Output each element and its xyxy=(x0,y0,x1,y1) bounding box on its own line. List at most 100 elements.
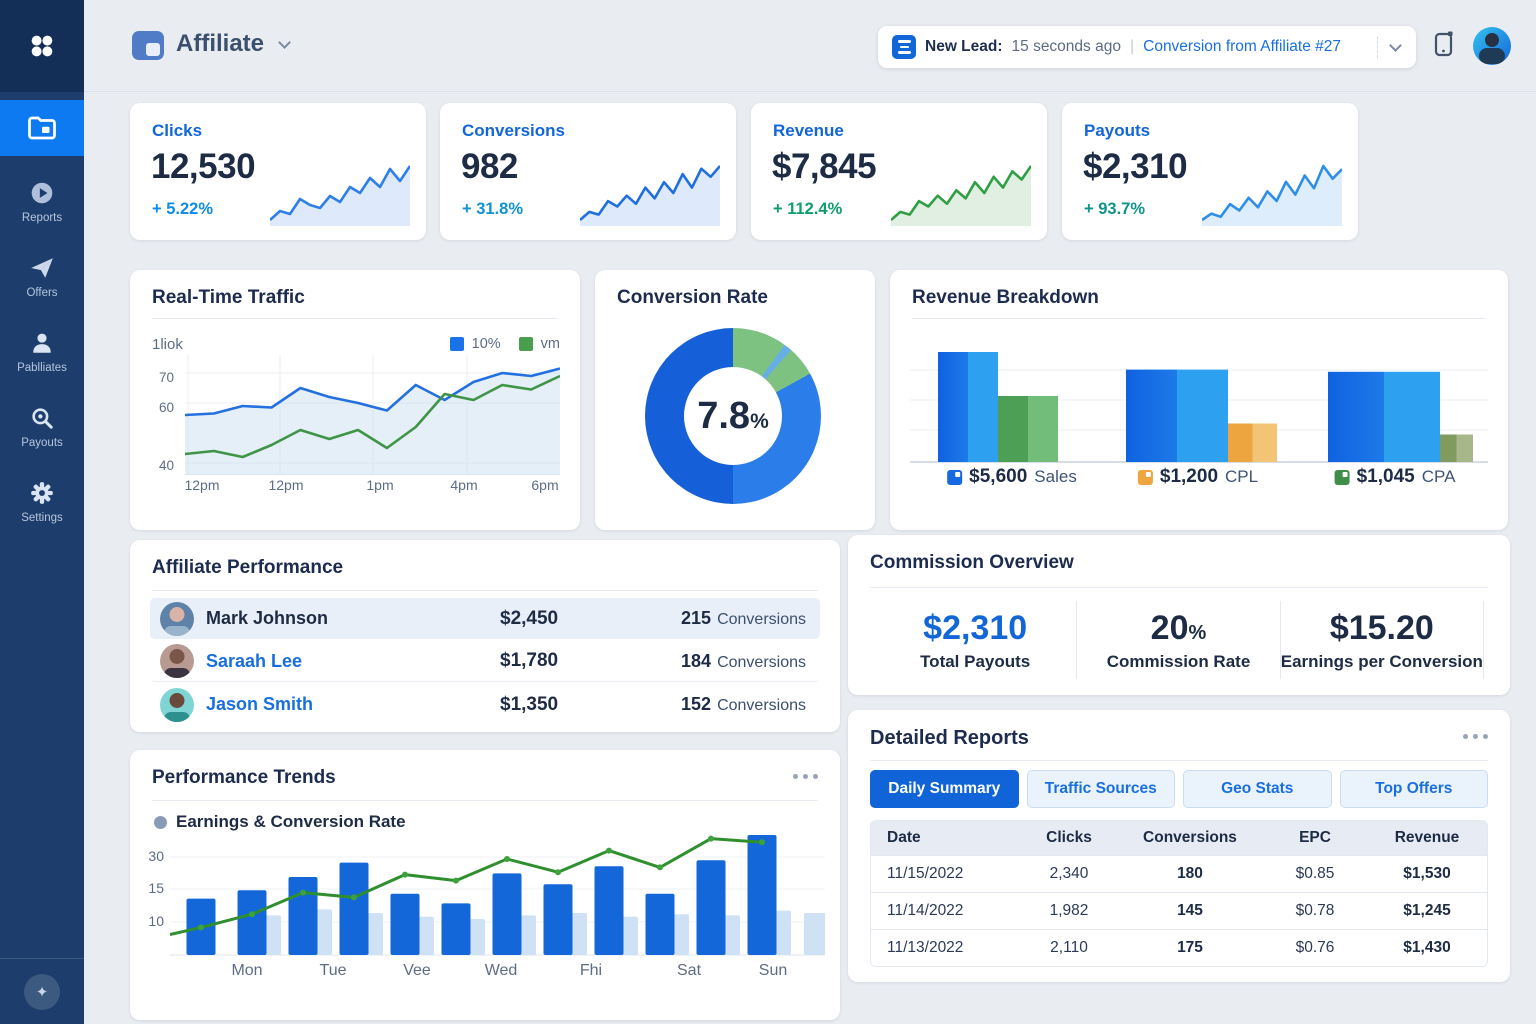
affiliate-conversions: 184 Conversions xyxy=(681,650,806,671)
sidebar-item-dashboard[interactable] xyxy=(0,100,84,156)
kpi-title: Revenue xyxy=(773,121,844,140)
title-chevron-down-icon[interactable] xyxy=(278,36,291,49)
x-tick: Sun xyxy=(758,962,788,979)
stat-commission-rate: 20% Commission Rate xyxy=(1076,601,1279,679)
x-tick: 6pm xyxy=(531,477,559,493)
x-tick: Wed xyxy=(484,962,518,979)
stat-label: Commission Rate xyxy=(1106,651,1251,671)
card-title: Performance Trends xyxy=(152,767,336,788)
sidebar-item-affiliates[interactable]: Pablliates xyxy=(0,314,84,389)
trends-bar-line-chart xyxy=(170,835,825,956)
sidebar-item-label: Pablliates xyxy=(17,361,67,374)
y-tick: 70 xyxy=(158,370,174,385)
app-menu-button[interactable] xyxy=(0,0,84,92)
cpl-amount: $1,200 xyxy=(1159,466,1219,487)
grid-icon xyxy=(31,35,53,57)
reports-table: Date Clicks Conversions EPC Revenue 11/1… xyxy=(870,820,1488,967)
kpi-card-conversions: Conversions 982 + 31.8% xyxy=(440,103,736,240)
new-lead-notification[interactable]: New Lead: 15 seconds ago | Conversion fr… xyxy=(878,26,1416,68)
help-icon[interactable]: ✦ xyxy=(24,973,60,1010)
notification-time: 15 seconds ago xyxy=(1011,38,1121,55)
legend-swatch-blue xyxy=(449,337,464,351)
sidebar-item-label: Settings xyxy=(21,511,63,524)
lead-icon xyxy=(892,35,916,59)
tab-traffic-sources[interactable]: Traffic Sources xyxy=(1026,770,1175,808)
trends-legend: Earnings & Conversion Rate xyxy=(154,812,406,832)
revenue-label-cpa: $1,045 CPA xyxy=(1334,466,1456,488)
cpa-name: CPA xyxy=(1421,467,1456,486)
x-tick: Tue xyxy=(319,962,347,979)
kpi-value: 12,530 xyxy=(151,147,256,186)
notifications-button[interactable] xyxy=(1431,30,1457,60)
table-row[interactable]: 11/14/2022 1,982 145 $0.78 $1,245 xyxy=(871,892,1487,929)
tab-top-offers[interactable]: Top Offers xyxy=(1339,770,1488,808)
x-tick: 12pm xyxy=(268,477,304,493)
traffic-line-chart xyxy=(185,355,560,475)
affiliate-amount: $1,350 xyxy=(500,693,559,715)
table-header-row: Date Clicks Conversions EPC Revenue xyxy=(871,821,1487,855)
affiliate-name[interactable]: Mark Johnson xyxy=(206,608,329,628)
sidebar-item-offers[interactable]: Offers xyxy=(0,239,84,314)
conversion-rate-value: 7.8 xyxy=(697,395,751,437)
x-tick: 12pm xyxy=(184,477,220,493)
card-menu-ellipsis-icon[interactable] xyxy=(1463,734,1488,739)
notification-chevron-down-icon[interactable] xyxy=(1389,39,1402,52)
kpi-title: Conversions xyxy=(462,121,565,140)
search-coin-icon xyxy=(32,407,53,429)
stat-label: Earnings per Conversion xyxy=(1280,651,1483,671)
cpa-chart-icon xyxy=(1334,469,1350,485)
y-tick: 10 xyxy=(148,913,164,929)
avatar xyxy=(160,644,194,678)
kpi-value: $7,845 xyxy=(772,147,877,186)
legend-swatch-green xyxy=(518,337,533,351)
stat-label: Total Payouts xyxy=(920,651,1031,671)
commission-overview-card: Commission Overview $2,310 Total Payouts… xyxy=(848,535,1510,695)
sidebar-item-settings[interactable]: Settings xyxy=(0,464,84,539)
card-title: Real-Time Traffic xyxy=(152,287,305,308)
gear-icon xyxy=(31,481,53,504)
user-avatar[interactable] xyxy=(1473,27,1511,65)
stat-value: $2,310 xyxy=(923,608,1028,647)
stat-earnings-per-conversion: $15.20 Earnings per Conversion xyxy=(1279,601,1484,679)
affiliate-name[interactable]: Jason Smith xyxy=(206,694,314,714)
affiliate-conversions: 152 Conversions xyxy=(681,694,806,714)
col-clicks: Clicks xyxy=(1046,829,1092,846)
notification-label: New Lead: xyxy=(925,38,1003,55)
kpi-delta: + 112.4% xyxy=(773,200,843,218)
stat-value: $15.20 xyxy=(1329,608,1434,647)
x-tick: Vee xyxy=(403,962,431,979)
sidebar-item-reports[interactable]: Reports xyxy=(0,164,84,239)
notification-link[interactable]: Conversion from Affiliate #27 xyxy=(1143,38,1341,55)
x-tick: Fhi xyxy=(579,962,603,979)
legend-label: vm xyxy=(540,336,560,352)
kpi-value: $2,310 xyxy=(1083,147,1188,186)
affiliate-row[interactable]: Saraah Lee $1,780 184 Conversions xyxy=(150,641,820,682)
sidebar-item-payouts[interactable]: Payouts xyxy=(0,389,84,464)
sparkline-chart xyxy=(1202,164,1342,226)
sidebar: Reports Offers Pablliates xyxy=(0,0,84,1024)
y-tick: 30 xyxy=(148,848,164,864)
tab-daily-summary[interactable]: Daily Summary xyxy=(870,770,1019,808)
affiliate-name[interactable]: Saraah Lee xyxy=(206,650,303,671)
card-menu-ellipsis-icon[interactable] xyxy=(793,774,818,779)
col-date: Date xyxy=(887,829,921,846)
cpl-chart-icon xyxy=(1137,469,1153,485)
sparkline-chart xyxy=(580,165,720,226)
sales-amount: $5,600 xyxy=(969,466,1028,487)
kpi-delta: + 5.22% xyxy=(152,200,214,218)
sparkline-chart xyxy=(891,165,1031,226)
person-icon xyxy=(33,333,51,353)
y-tick: 40 xyxy=(158,458,174,473)
affiliate-row[interactable]: Jason Smith $1,350 152 Conversions xyxy=(150,684,820,725)
dashboard-folder-icon xyxy=(28,116,56,140)
x-tick: Mon xyxy=(231,962,263,979)
sidebar-item-label: Reports xyxy=(21,211,63,224)
affiliate-row[interactable]: Mark Johnson $2,450 215 Conversions xyxy=(150,598,820,639)
kpi-title: Clicks xyxy=(152,121,203,140)
table-row[interactable]: 11/15/2022 2,340 180 $0.85 $1,530 xyxy=(871,855,1487,892)
table-row[interactable]: 11/13/2022 2,110 175 $0.76 $1,430 xyxy=(871,929,1487,966)
tab-geo-stats[interactable]: Geo Stats xyxy=(1183,770,1332,808)
affiliate-amount: $1,780 xyxy=(500,650,559,671)
col-conversions: Conversions xyxy=(1143,829,1237,846)
